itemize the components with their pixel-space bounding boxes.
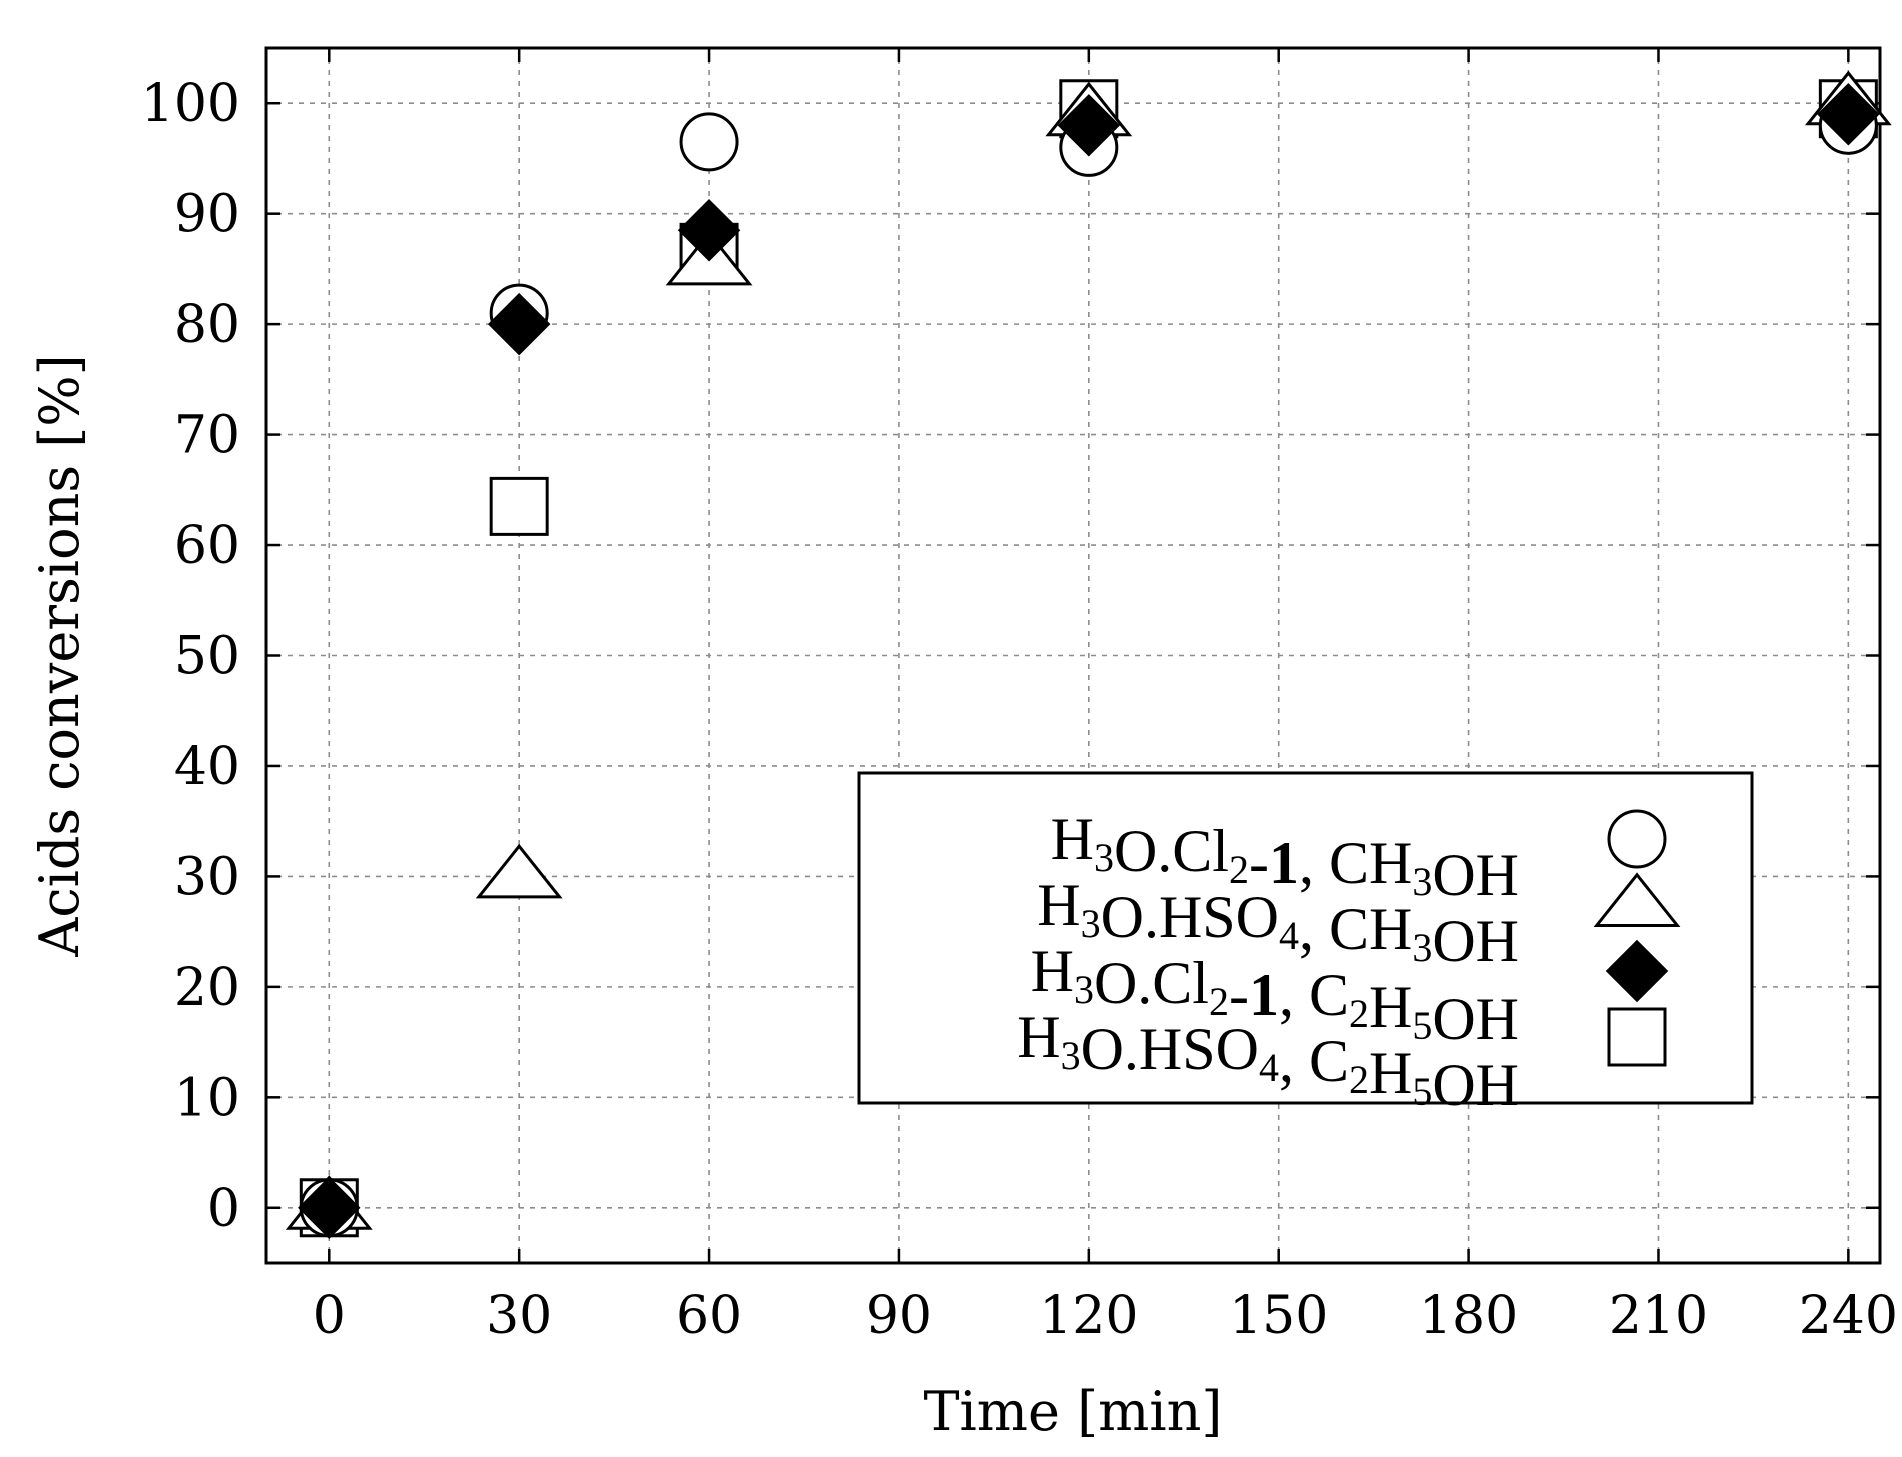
legend-marker-diamond: [1605, 939, 1669, 1003]
y-axis-label: Acids conversions [%]: [28, 354, 91, 957]
x-tick-label: 180: [1419, 1286, 1518, 1346]
x-tick-labels: 0 30 60 90 120 150 180 210 240: [313, 1286, 1898, 1346]
data-point-diamond: [1057, 94, 1121, 157]
legend-marker-triangle: [1593, 872, 1681, 927]
data-point-triangle: [475, 843, 563, 899]
legend-label: H3O.Cl2-1, CH3OH: [1051, 806, 1519, 908]
y-tick-label: 30: [174, 847, 240, 907]
x-tick-label: 210: [1609, 1286, 1708, 1346]
x-axis-label: Time [min]: [923, 1380, 1222, 1443]
y-tick-label: 100: [141, 74, 240, 134]
y-tick-label: 20: [174, 958, 240, 1018]
y-tick-label: 0: [207, 1179, 240, 1239]
legend-box: [857, 771, 1754, 1105]
y-tick-label: 90: [174, 185, 240, 245]
legend-label: H3O.HSO4, C2H5OH: [1017, 1004, 1519, 1118]
data-points: [285, 70, 1892, 1240]
y-tick-label: 10: [174, 1068, 240, 1128]
y-tick-label: 60: [174, 516, 240, 576]
y-tick-label: 50: [174, 627, 240, 687]
data-point-square: [489, 476, 549, 536]
x-tick-label: 120: [1039, 1286, 1138, 1346]
legend-label: H3O.Cl2-1, C2H5OH: [1031, 938, 1519, 1052]
legend-marker-square: [1607, 1007, 1667, 1067]
y-tick-label: 40: [174, 737, 240, 797]
legend-label: H3O.HSO4, CH3OH: [1037, 872, 1519, 974]
x-tick-label: 60: [676, 1286, 742, 1346]
legend-marker-circle: [1607, 809, 1667, 869]
y-tick-labels: 0 10 20 30 40 50 60 70 80 90 100: [141, 74, 240, 1239]
axis-ticks: [266, 48, 1880, 1263]
x-tick-label: 0: [313, 1286, 346, 1346]
data-point-diamond: [677, 199, 741, 262]
y-tick-label: 80: [174, 295, 240, 355]
x-tick-label: 150: [1229, 1286, 1328, 1346]
x-tick-label: 30: [486, 1286, 552, 1346]
y-tick-label: 70: [174, 406, 240, 466]
x-tick-label: 240: [1799, 1286, 1898, 1346]
data-point-diamond: [487, 292, 551, 356]
data-point-circle: [679, 112, 739, 172]
data-point-diamond: [1817, 83, 1880, 146]
data-point-diamond: [298, 1176, 361, 1240]
x-tick-label: 90: [866, 1286, 932, 1346]
